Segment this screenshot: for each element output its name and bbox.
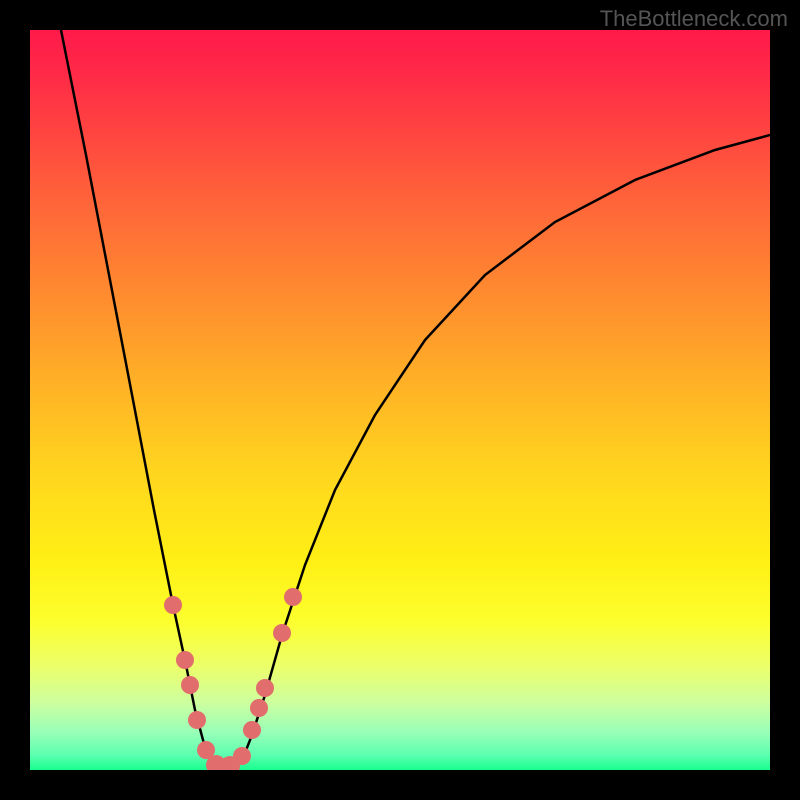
- watermark-text: TheBottleneck.com: [600, 6, 788, 32]
- curve-marker: [256, 679, 274, 697]
- curve-marker: [188, 711, 206, 729]
- curve-marker: [181, 676, 199, 694]
- bottleneck-curve: [61, 30, 770, 767]
- curve-marker: [176, 651, 194, 669]
- chart-plot-area: [30, 30, 770, 770]
- curve-marker: [243, 721, 261, 739]
- curve-marker: [164, 596, 182, 614]
- curve-marker: [233, 747, 251, 765]
- curve-marker: [250, 699, 268, 717]
- curve-marker: [273, 624, 291, 642]
- curve-svg: [30, 30, 770, 770]
- marker-group: [164, 588, 302, 770]
- curve-marker: [284, 588, 302, 606]
